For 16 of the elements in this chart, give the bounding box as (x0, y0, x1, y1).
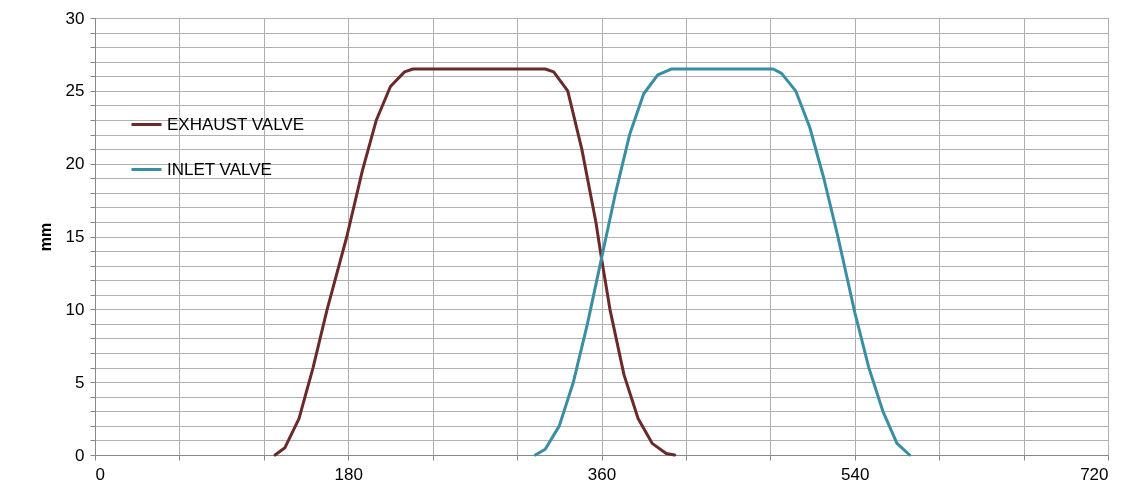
y-axis-title: mm (36, 222, 54, 252)
y-tick-label: 25 (65, 81, 85, 101)
x-tick-label: 540 (841, 464, 870, 484)
y-tick-label: 0 (75, 445, 85, 465)
y-tick-label: 20 (65, 154, 85, 174)
x-tick-label: 720 (1080, 464, 1109, 484)
x-tick-label: 0 (95, 464, 105, 484)
y-tick-label: 30 (65, 8, 85, 28)
x-tick-label: 180 (334, 464, 363, 484)
legend-label: EXHAUST VALVE (167, 114, 304, 134)
x-tick-label: 360 (587, 464, 617, 484)
line-series (533, 67, 912, 457)
y-tick-label: 10 (65, 299, 85, 319)
legend-label: INLET VALVE (167, 159, 272, 179)
y-tick-label: 15 (65, 227, 85, 246)
y-tick-label: 5 (75, 372, 85, 392)
